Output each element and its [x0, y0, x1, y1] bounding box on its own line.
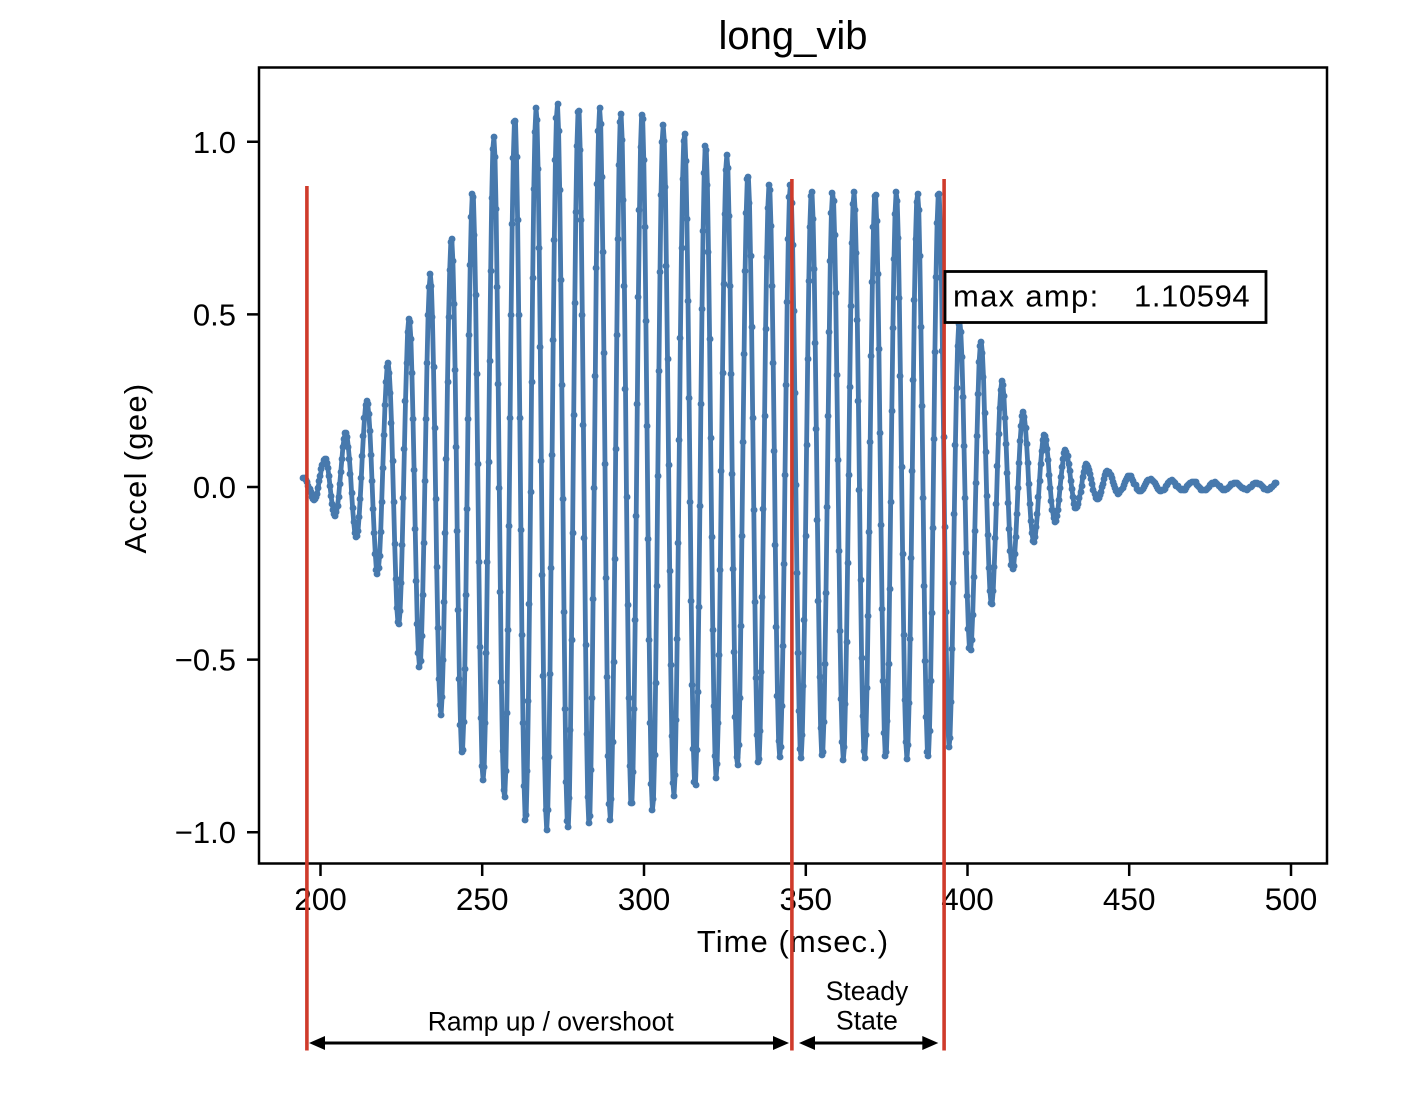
svg-text:200: 200	[294, 881, 347, 917]
svg-text:long_vib: long_vib	[718, 14, 867, 58]
svg-text:Accel (gee): Accel (gee)	[118, 382, 153, 553]
svg-text:0.0: 0.0	[193, 470, 236, 505]
svg-text:450: 450	[1103, 881, 1156, 917]
svg-text:1.0: 1.0	[193, 125, 236, 160]
svg-text:State: State	[836, 1006, 898, 1036]
svg-text:−1.0: −1.0	[175, 815, 236, 850]
svg-text:−0.5: −0.5	[175, 643, 236, 678]
svg-text:max amp:: max amp:	[953, 279, 1100, 314]
svg-text:400: 400	[941, 881, 994, 917]
svg-text:300: 300	[618, 881, 671, 917]
svg-text:0.5: 0.5	[193, 297, 236, 332]
svg-text:Ramp up / overshoot: Ramp up / overshoot	[428, 1006, 675, 1036]
svg-text:350: 350	[780, 881, 833, 917]
svg-text:250: 250	[456, 881, 509, 917]
svg-text:Steady: Steady	[826, 976, 909, 1006]
svg-text:1.10594: 1.10594	[1134, 279, 1250, 314]
svg-text:500: 500	[1265, 881, 1318, 917]
